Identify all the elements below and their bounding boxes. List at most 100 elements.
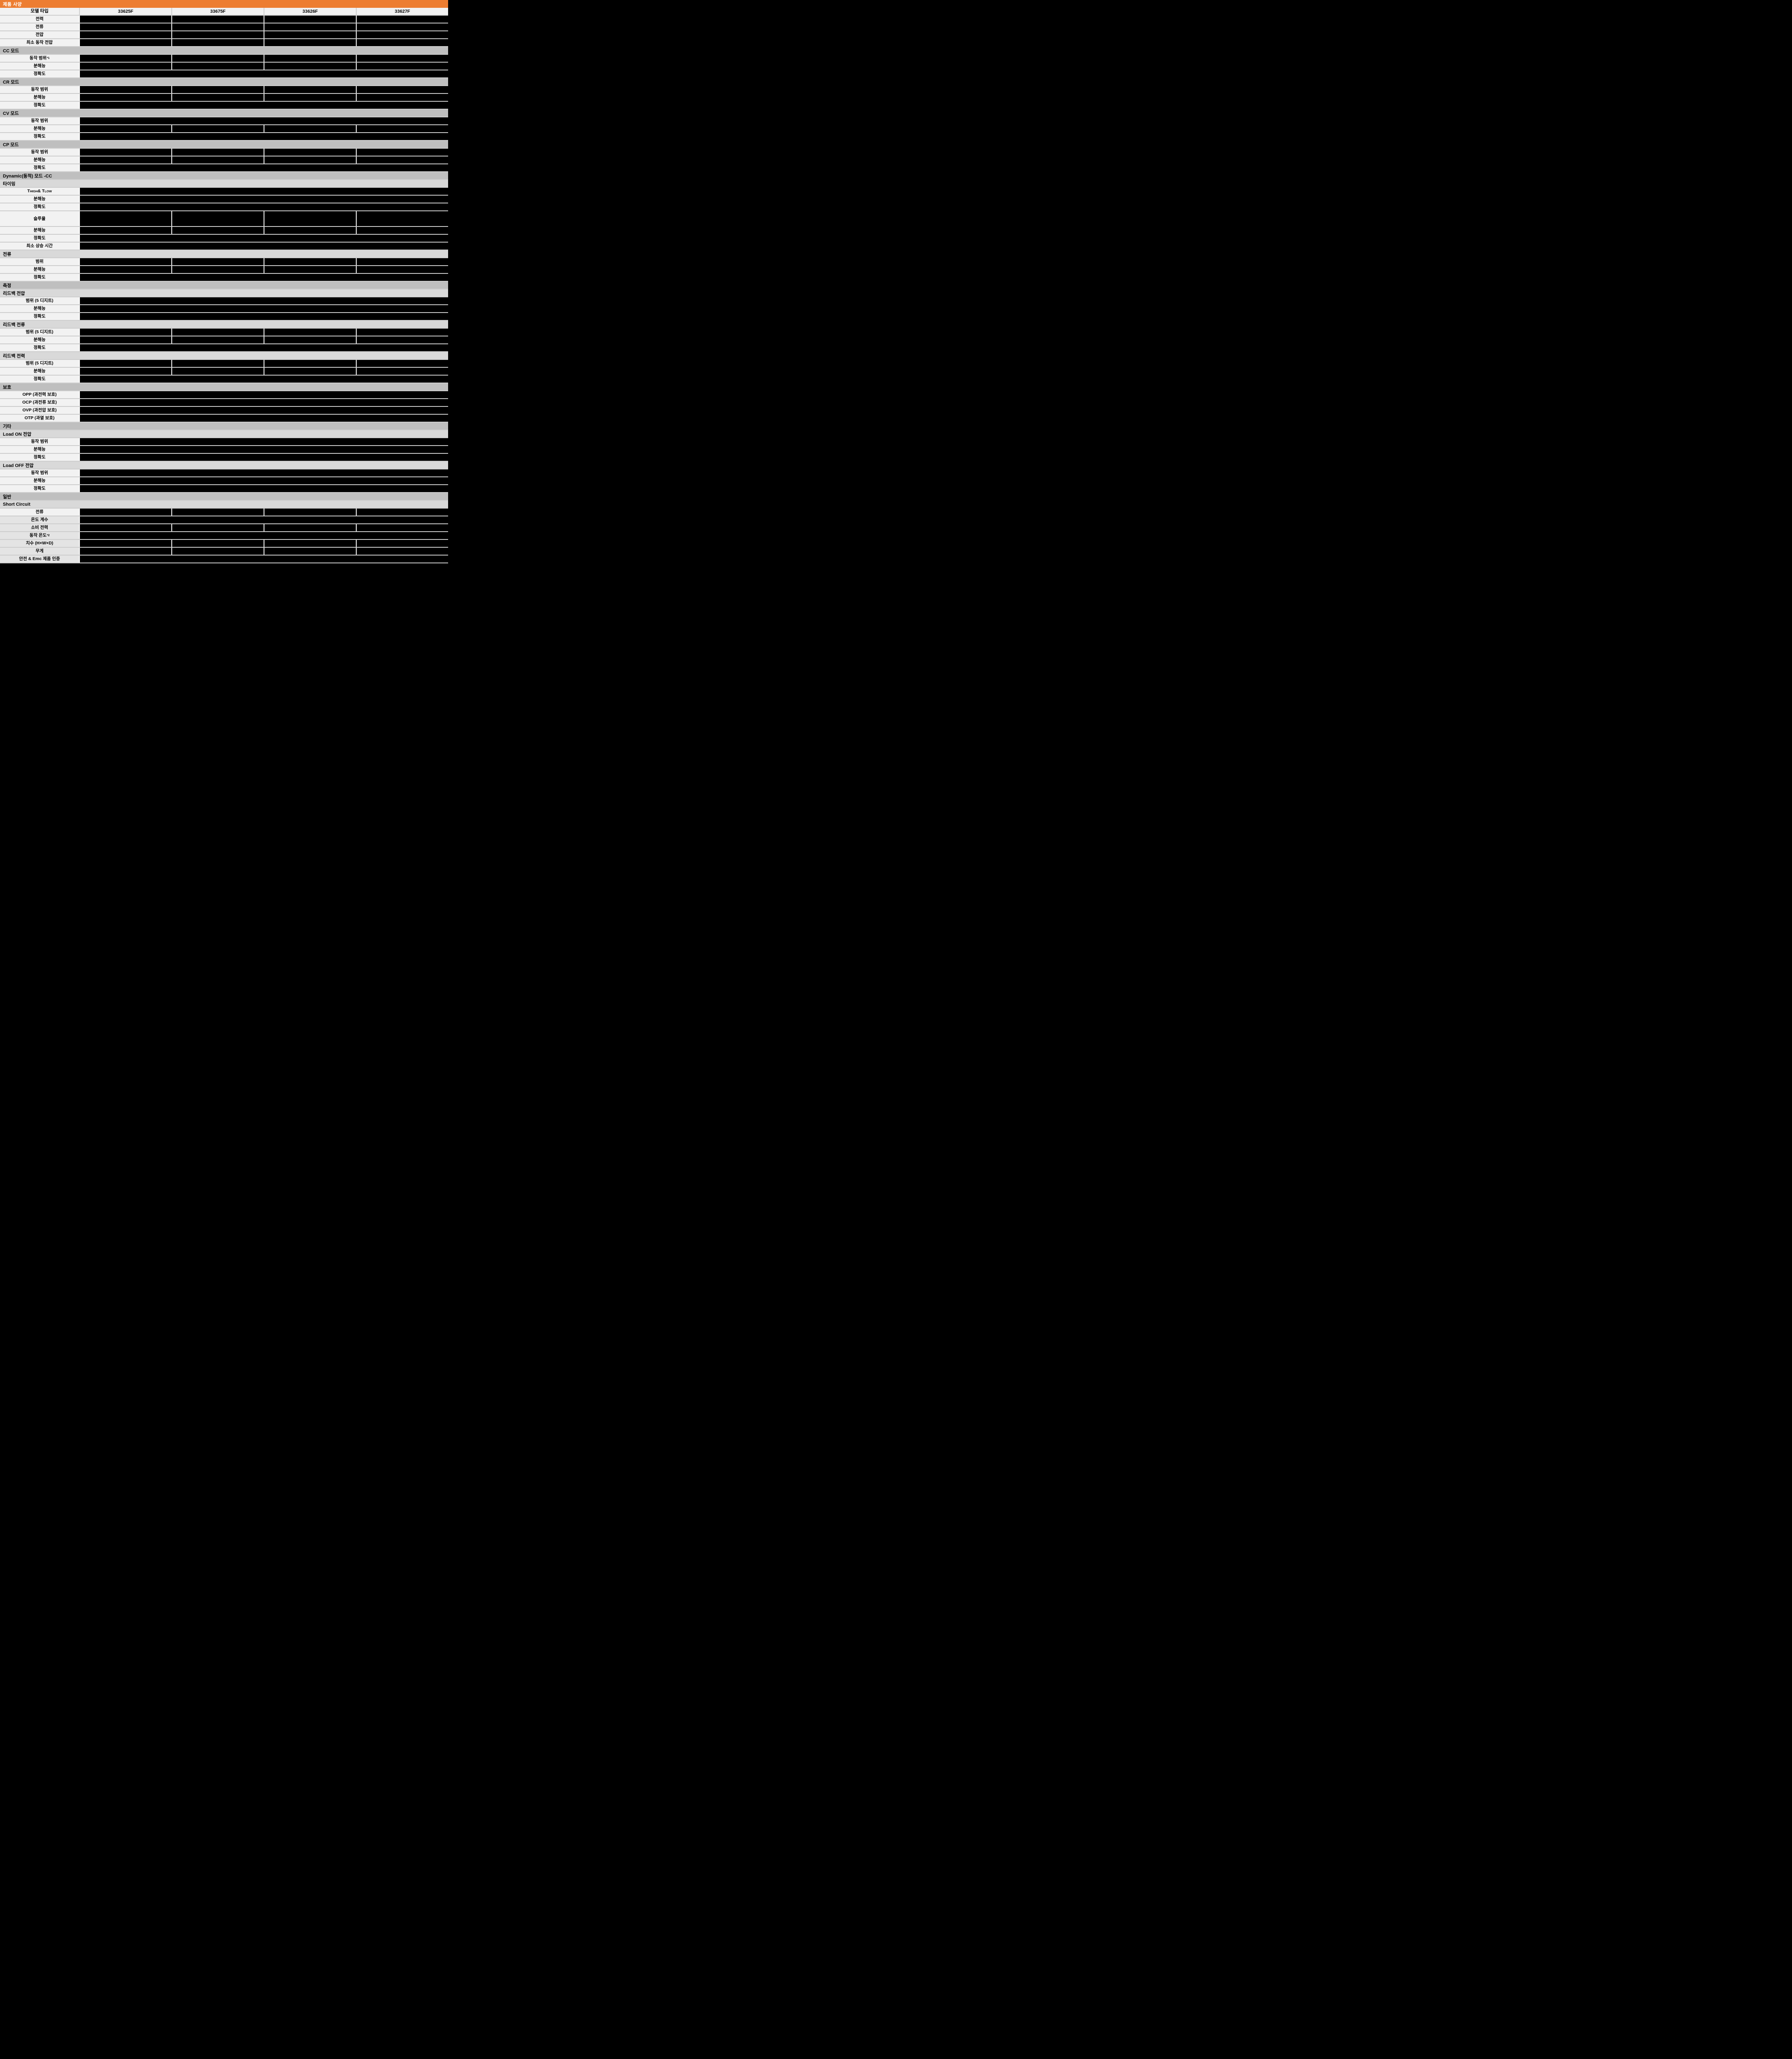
model-column-header: 33675F — [171, 8, 264, 15]
spec-cell-blackout — [80, 23, 171, 30]
spec-cell-blackout — [264, 31, 356, 38]
row-values — [79, 31, 448, 38]
spec-cell-blackout — [80, 313, 448, 320]
row-label: 소비 전력 — [0, 524, 79, 531]
spec-cell-blackout — [80, 16, 171, 23]
section-header-row: CV 모드 — [0, 110, 448, 117]
subsection-header-row: Load ON 전압 — [0, 430, 448, 438]
row-values — [79, 407, 448, 414]
row-label: 정확도 — [0, 133, 79, 140]
spec-row: 범위 — [0, 258, 448, 266]
spec-cell-blackout — [264, 86, 356, 93]
row-values — [79, 438, 448, 445]
row-label: 동작 범위 *1 — [0, 55, 79, 62]
spec-cell-blackout — [80, 86, 171, 93]
row-values — [79, 336, 448, 343]
spec-cell-blackout — [80, 399, 448, 406]
spec-cell-blackout — [80, 415, 448, 422]
spec-cell-blackout — [356, 211, 448, 226]
row-label: 정확도 — [0, 203, 79, 210]
spec-cell-blackout — [171, 368, 264, 375]
spec-cell-blackout — [356, 329, 448, 336]
spec-cell-blackout — [171, 336, 264, 343]
footer-blackout-area — [0, 563, 448, 609]
spec-rows: 전력 전류 전압 최소 동작 전압 CC 모드 동작 범위 *1 분해능 정확도 CR 모드 동작 … — [0, 16, 448, 563]
spec-cell-blackout — [80, 548, 171, 555]
row-label: 동작 범위 — [0, 149, 79, 156]
row-values — [79, 297, 448, 304]
row-values — [79, 399, 448, 406]
section-label: CR 모드 — [3, 79, 19, 85]
spec-cell-blackout — [80, 344, 448, 351]
spec-cell-blackout — [80, 188, 448, 195]
spec-row: 정확도 — [0, 376, 448, 383]
row-values — [79, 454, 448, 461]
spec-cell-blackout — [264, 156, 356, 163]
spec-cell-blackout — [80, 117, 448, 124]
spec-row: 동작 범위 — [0, 86, 448, 94]
spec-sheet: 제품 사양 모델 타입 33625F 33675F 33626F 33627F … — [0, 0, 448, 609]
spec-row: 전류 — [0, 23, 448, 31]
spec-row: 분해능 — [0, 305, 448, 313]
spec-cell-blackout — [356, 360, 448, 367]
spec-cell-blackout — [264, 548, 356, 555]
spec-cell-blackout — [264, 524, 356, 531]
row-values — [79, 55, 448, 62]
row-values — [79, 391, 448, 398]
row-label: 범위 — [0, 258, 79, 265]
spec-cell-blackout — [356, 156, 448, 163]
spec-row: 동작 범위 — [0, 117, 448, 125]
spec-cell-blackout — [80, 524, 171, 531]
spec-row: 전압 — [0, 31, 448, 39]
spec-cell-blackout — [80, 31, 171, 38]
spec-cell-blackout — [80, 94, 171, 101]
spec-cell-blackout — [356, 258, 448, 265]
row-values — [79, 63, 448, 70]
spec-cell-blackout — [356, 23, 448, 30]
spec-cell-blackout — [171, 258, 264, 265]
page-title: 제품 사양 — [3, 2, 22, 7]
spec-row: 정확도 — [0, 485, 448, 493]
row-label: 범위 (5 디지트) — [0, 360, 79, 367]
section-header-row: CP 모드 — [0, 141, 448, 149]
model-column-header: 33625F — [80, 8, 171, 15]
spec-cell-blackout — [171, 156, 264, 163]
spec-cell-blackout — [171, 540, 264, 547]
model-column-header: 33627F — [356, 8, 448, 15]
spec-row: 정확도 — [0, 313, 448, 321]
row-label: 분해능 — [0, 336, 79, 343]
section-label: Dynamic(동적) 모드 -CC — [3, 173, 52, 179]
row-values — [79, 313, 448, 320]
spec-row: 범위 (5 디지트) — [0, 360, 448, 368]
spec-cell-blackout — [80, 70, 448, 77]
model-header-row: 모델 타입 33625F 33675F 33626F 33627F — [0, 8, 448, 16]
spec-cell-blackout — [171, 227, 264, 234]
spec-row: 범위 (5 디지트) — [0, 329, 448, 336]
spec-row: 분해능 — [0, 336, 448, 344]
row-label: 범위 (5 디지트) — [0, 297, 79, 304]
row-label: 전력 — [0, 16, 79, 23]
row-label: 분해능 — [0, 446, 79, 453]
row-values — [79, 23, 448, 30]
spec-row: 전류 — [0, 509, 448, 516]
section-label: Short Circuit — [3, 502, 30, 507]
spec-cell-blackout — [80, 102, 448, 109]
row-values — [79, 86, 448, 93]
section-label: 일반 — [3, 494, 12, 500]
spec-table: 모델 타입 33625F 33675F 33626F 33627F 전력 전류 전압… — [0, 8, 448, 563]
spec-cell-blackout — [356, 39, 448, 46]
spec-cell-blackout — [264, 227, 356, 234]
spec-cell-blackout — [171, 39, 264, 46]
row-values — [79, 235, 448, 242]
row-label: 최소 동작 전압 — [0, 39, 79, 46]
spec-cell-blackout — [264, 368, 356, 375]
spec-row: T HIGH & T LOW — [0, 188, 448, 196]
spec-cell-blackout — [264, 94, 356, 101]
row-values — [79, 446, 448, 453]
row-values — [79, 258, 448, 265]
spec-row: 동작 범위 — [0, 469, 448, 477]
spec-row: 분해능 — [0, 227, 448, 235]
spec-cell-blackout — [264, 125, 356, 132]
spec-cell-blackout — [171, 548, 264, 555]
spec-cell-blackout — [356, 16, 448, 23]
